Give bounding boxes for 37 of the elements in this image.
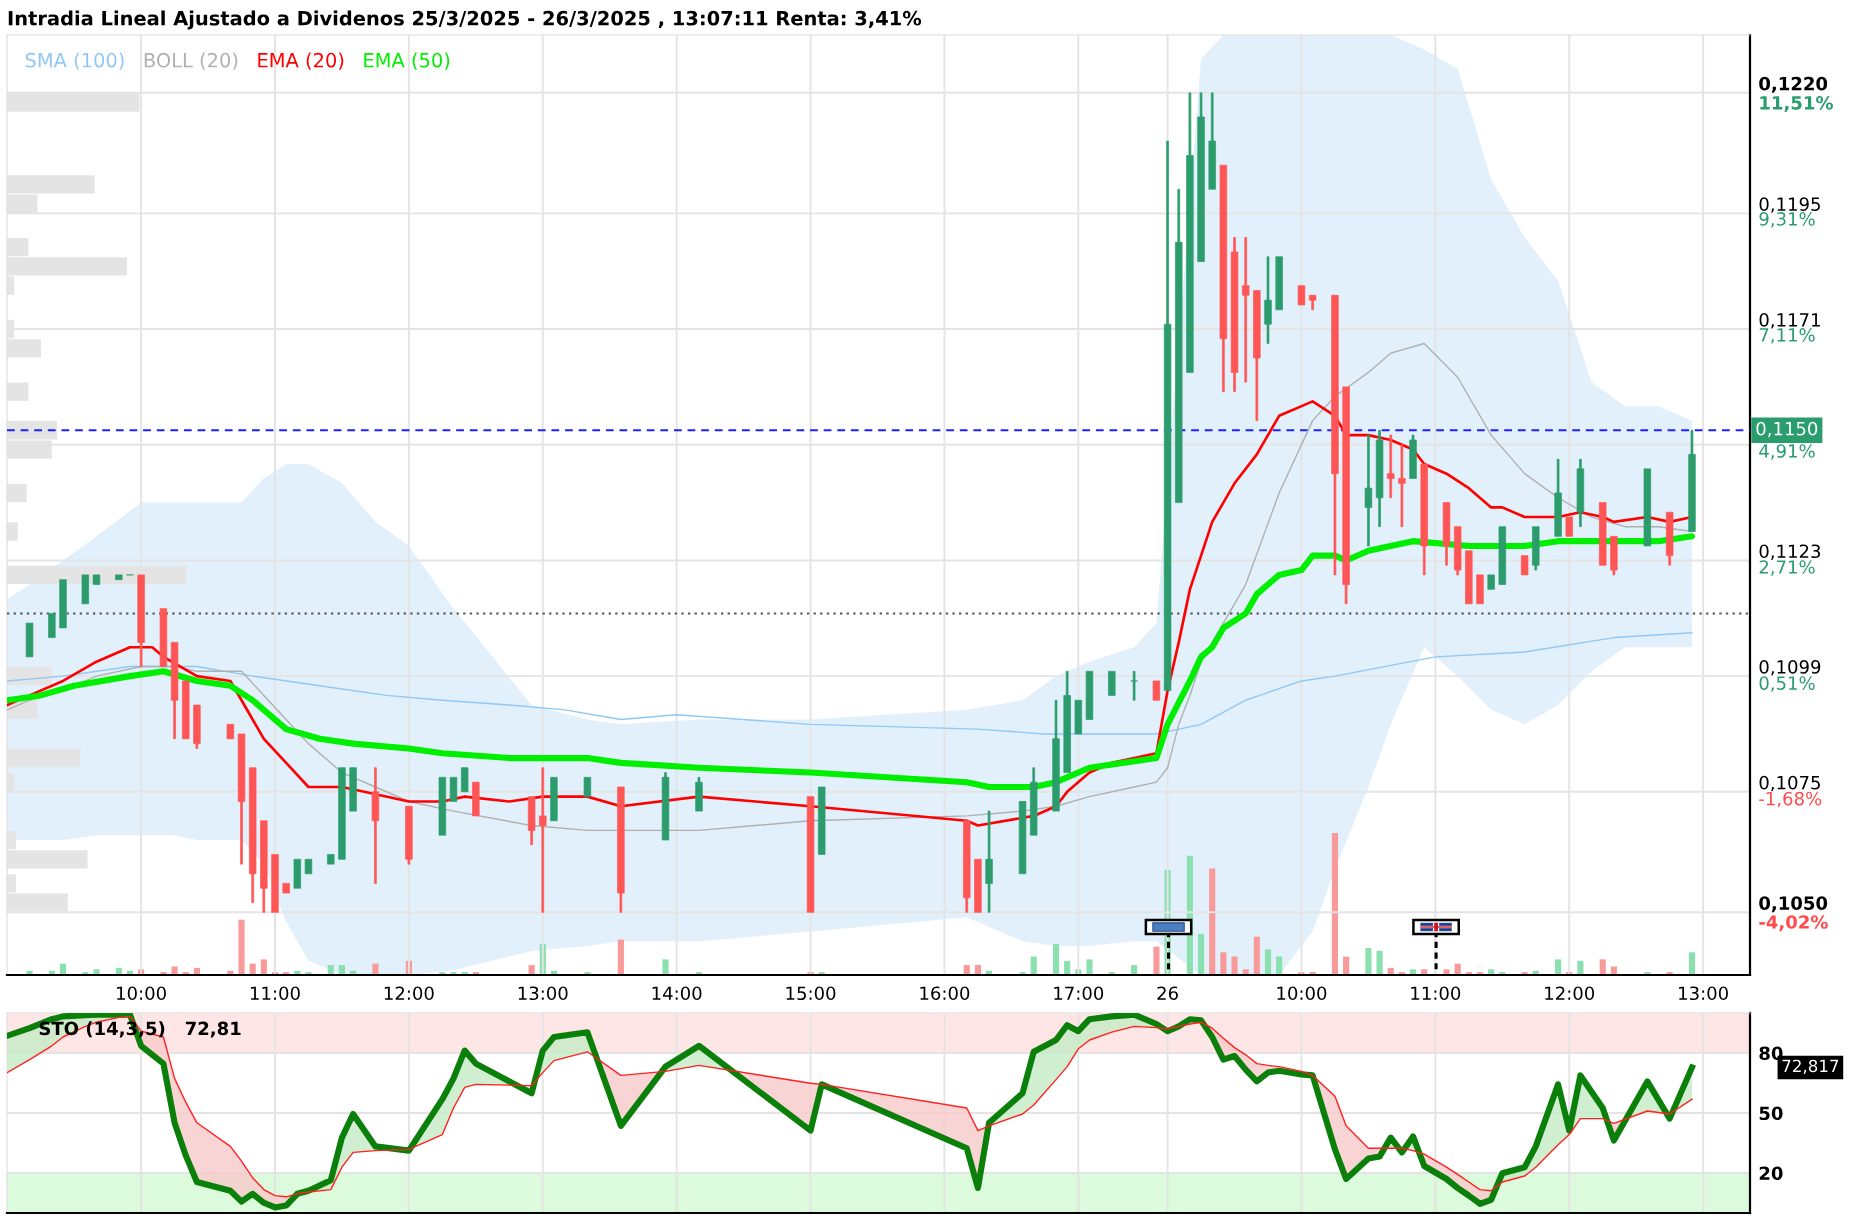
y-tick-label: 0,1171 <box>1759 313 1820 329</box>
y-tick-label: 50 <box>1759 1106 1783 1121</box>
x-tick-label: 10:00 <box>1277 986 1327 1001</box>
y2-tick-label: -4,02% <box>1759 915 1828 932</box>
chart-title: Intradia Lineal Ajustado a Dividenos 25/3/2025 - 26/3/2025 , 13:07:11 Renta: 3,41% <box>8 10 922 30</box>
y2-tick-label: -1,68% <box>1759 791 1822 808</box>
y2-tick-label: 9,31% <box>1759 212 1815 228</box>
y-tick-label: 0,1075 <box>1759 775 1820 792</box>
y2-tick-label: 7,11% <box>1759 328 1815 344</box>
x-tick-label: 11:00 <box>250 986 300 1001</box>
text: EMA (20) <box>258 52 344 70</box>
x-tick-label: 10:00 <box>117 986 166 1001</box>
x-tick-label: 13:00 <box>1679 986 1728 1001</box>
text: BOLL (20) <box>144 52 238 70</box>
x-tick-label: 15:00 <box>786 986 836 1001</box>
y-tick-label: 0,1050 <box>1759 896 1828 913</box>
y-tick-label: 0,1220 <box>1759 76 1828 93</box>
x-tick-label: 14:00 <box>652 986 702 1001</box>
x-tick-label: 13:00 <box>518 986 568 1001</box>
x-tick-label: 11:00 <box>1411 986 1461 1001</box>
y-tick-label: 0,1099 <box>1759 660 1821 676</box>
x-tick-label: 16:00 <box>920 986 970 1001</box>
x-tick-label: 12:00 <box>1545 986 1595 1001</box>
y-tick-label: 20 <box>1759 1166 1783 1181</box>
y-tick-label: 0,1123 <box>1759 544 1821 560</box>
y2-tick-label: 4,91% <box>1759 444 1815 460</box>
x-tick-label: 26 <box>1157 986 1178 1001</box>
text: EMA (50) <box>364 52 450 70</box>
y-tick-label: 0,1195 <box>1759 197 1820 213</box>
y2-tick-label: 2,71% <box>1759 560 1815 576</box>
y2-tick-label: 11,51% <box>1760 95 1833 112</box>
y2-tick-label: 0,51% <box>1759 676 1815 692</box>
text: 72,817 <box>1782 1059 1839 1074</box>
ref-line-label: 0,1150 <box>1756 421 1818 438</box>
text: SMA (100) <box>25 52 124 70</box>
x-tick-label: 12:00 <box>384 986 434 1001</box>
x-tick-label: 17:00 <box>1054 986 1104 1001</box>
